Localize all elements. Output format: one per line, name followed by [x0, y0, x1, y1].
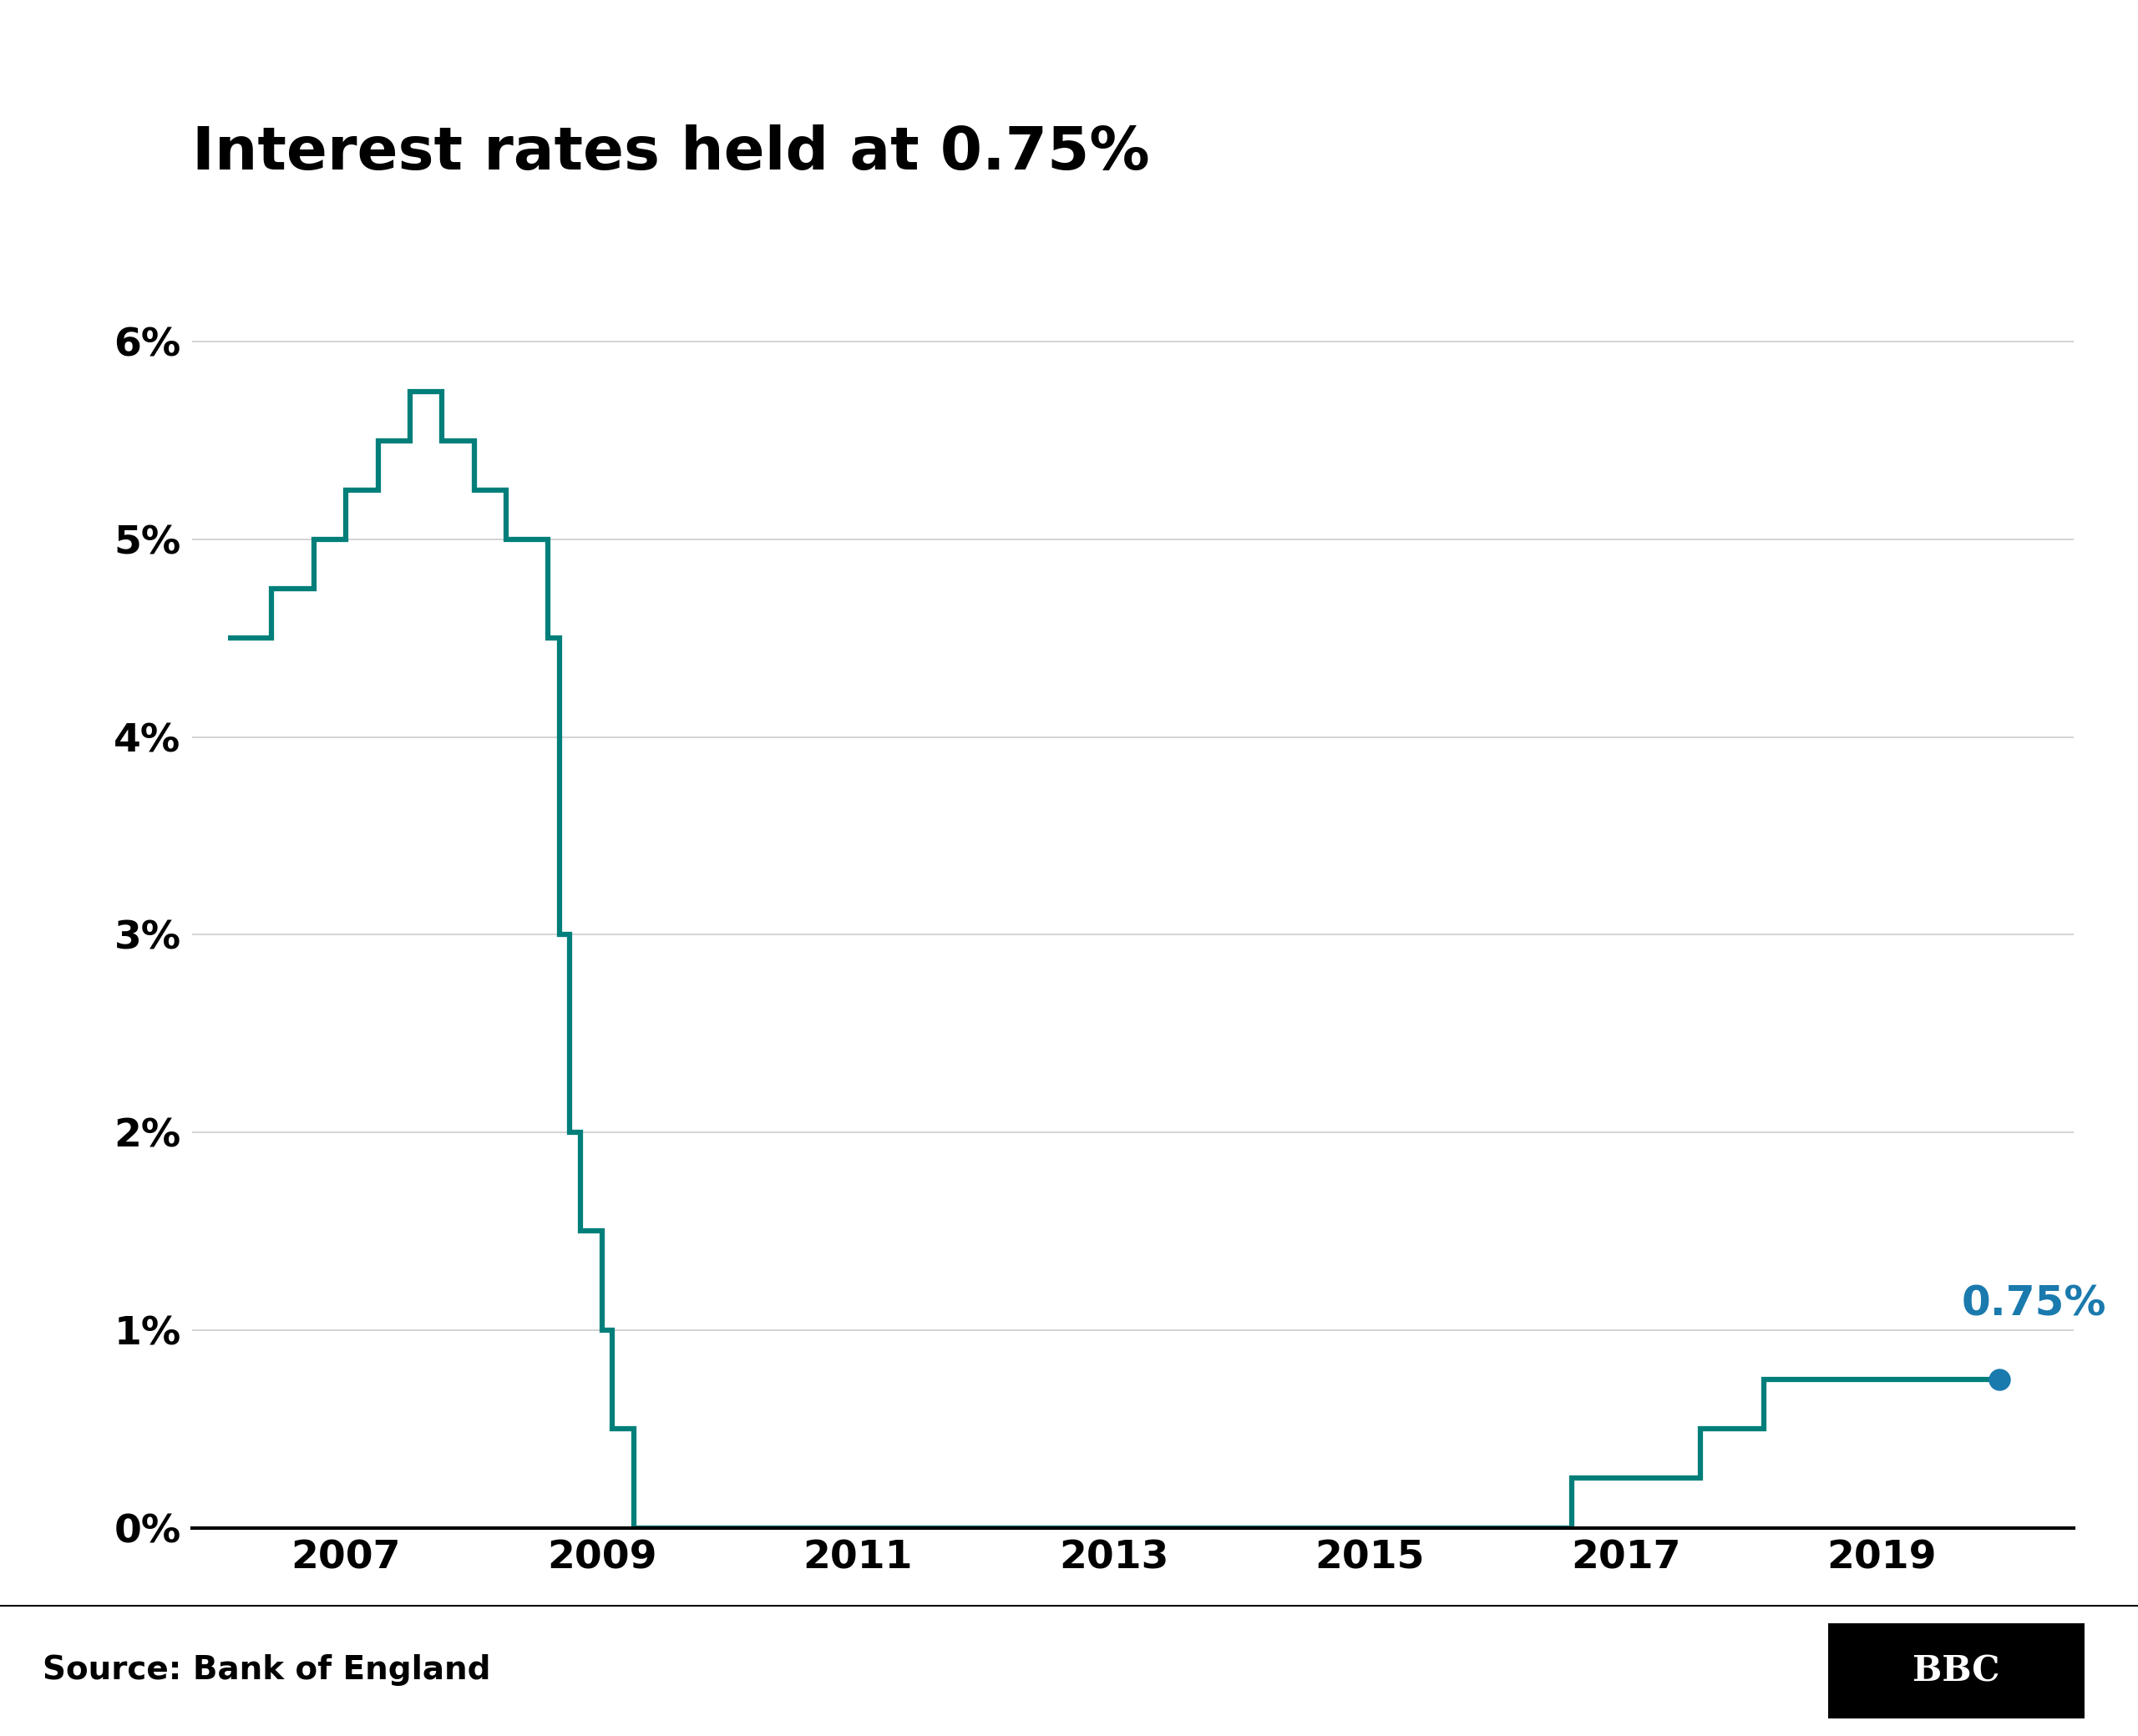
Text: BBC: BBC	[1914, 1653, 1999, 1689]
Text: 0.75%: 0.75%	[1961, 1285, 2106, 1325]
Text: Interest rates held at 0.75%: Interest rates held at 0.75%	[192, 125, 1150, 182]
Text: Source: Bank of England: Source: Bank of England	[43, 1654, 492, 1686]
